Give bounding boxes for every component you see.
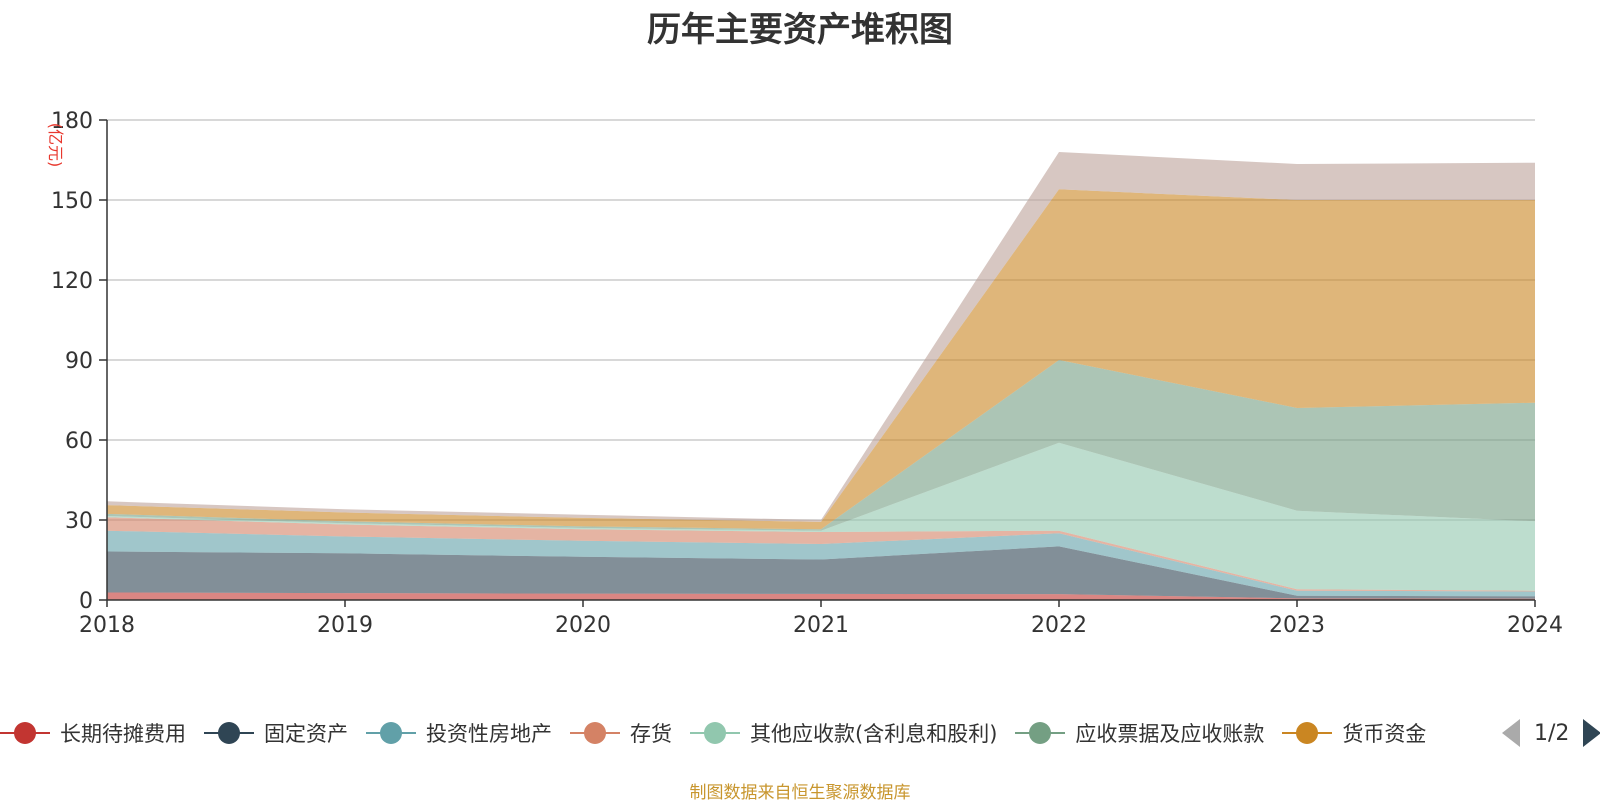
y-tick-label: 60 — [65, 429, 93, 454]
legend-item-3[interactable]: 存货 — [570, 718, 672, 748]
area-series-0[interactable] — [107, 592, 1535, 601]
x-tick-label: 2024 — [1507, 613, 1563, 638]
data-source-note: 制图数据来自恒生聚源数据库 — [689, 783, 911, 803]
legend-marker-icon — [0, 720, 50, 746]
legend-item-0[interactable]: 长期待摊费用 — [0, 718, 186, 748]
legend-item-5[interactable]: 应收票据及应收账款 — [1015, 718, 1264, 748]
area-series-3[interactable] — [107, 517, 1535, 592]
legend-marker-icon — [690, 720, 740, 746]
legend-item-label: 应收票据及应收账款 — [1075, 722, 1265, 746]
legend-item-label: 货币资金 — [1342, 722, 1427, 746]
legend-item-label: 其他应收款(含利息和股利) — [750, 722, 998, 746]
legend-item-2[interactable]: 投资性房地产 — [366, 718, 552, 748]
area-series-2[interactable] — [107, 530, 1535, 597]
area-series-6[interactable] — [107, 189, 1535, 530]
axis-layer: 0 30 60 90 120 150 180 2018 2019 2020 2021 2022 2023… — [51, 109, 1563, 638]
legend-marker-icon — [366, 720, 416, 746]
legend-marker-icon — [204, 720, 254, 746]
stacked-area-chart: 0 30 60 90 120 150 180 2018 2019 2020 2021 2022 2023… — [46, 109, 1563, 638]
y-tick-label: 150 — [51, 189, 93, 214]
legend-item-label: 存货 — [630, 722, 672, 746]
area-layer — [107, 152, 1535, 600]
legend-item-label: 固定资产 — [264, 722, 348, 746]
x-tick-label: 2023 — [1269, 613, 1325, 638]
legend-item-4[interactable]: 其他应收款(含利息和股利) — [690, 718, 997, 748]
y-tick-label: 120 — [51, 269, 93, 294]
area-series-5[interactable] — [107, 360, 1535, 531]
legend: 长期待摊费用 固定资产 投资性房地产 存货 其他应收款(含利息和股利) 应收票据及应收账款… — [0, 718, 1490, 748]
legend-item-label: 投资性房地产 — [426, 722, 552, 746]
legend-prev-page-button[interactable] — [1502, 719, 1520, 747]
legend-page-indicator: 1/2 — [1534, 720, 1570, 746]
area-series-4[interactable] — [107, 442, 1535, 591]
x-tick-label: 2021 — [793, 613, 849, 638]
y-tick-label: 0 — [79, 589, 93, 614]
y-tick-label: 180 — [51, 109, 93, 134]
x-tick-label: 2018 — [79, 613, 135, 638]
y-tick-label: 30 — [65, 509, 93, 534]
legend-marker-icon — [570, 720, 620, 746]
legend-marker-icon — [1282, 720, 1333, 746]
legend-pager: 1/2 — [1500, 718, 1600, 748]
legend-item-1[interactable]: 固定资产 — [204, 718, 348, 748]
legend-next-page-button[interactable] — [1583, 719, 1600, 747]
chart-title: 历年主要资产堆积图 — [647, 10, 953, 50]
legend-item-label: 长期待摊费用 — [60, 722, 186, 746]
area-series-7[interactable] — [107, 152, 1535, 522]
legend-item-6[interactable]: 货币资金 — [1282, 718, 1426, 748]
legend-marker-icon — [1015, 720, 1066, 746]
area-series-1[interactable] — [107, 546, 1535, 599]
x-tick-label: 2019 — [317, 613, 373, 638]
y-tick-label: 90 — [65, 349, 93, 374]
y-axis-unit-label: (亿元) — [46, 123, 65, 168]
x-tick-label: 2020 — [555, 613, 611, 638]
x-tick-label: 2022 — [1031, 613, 1087, 638]
